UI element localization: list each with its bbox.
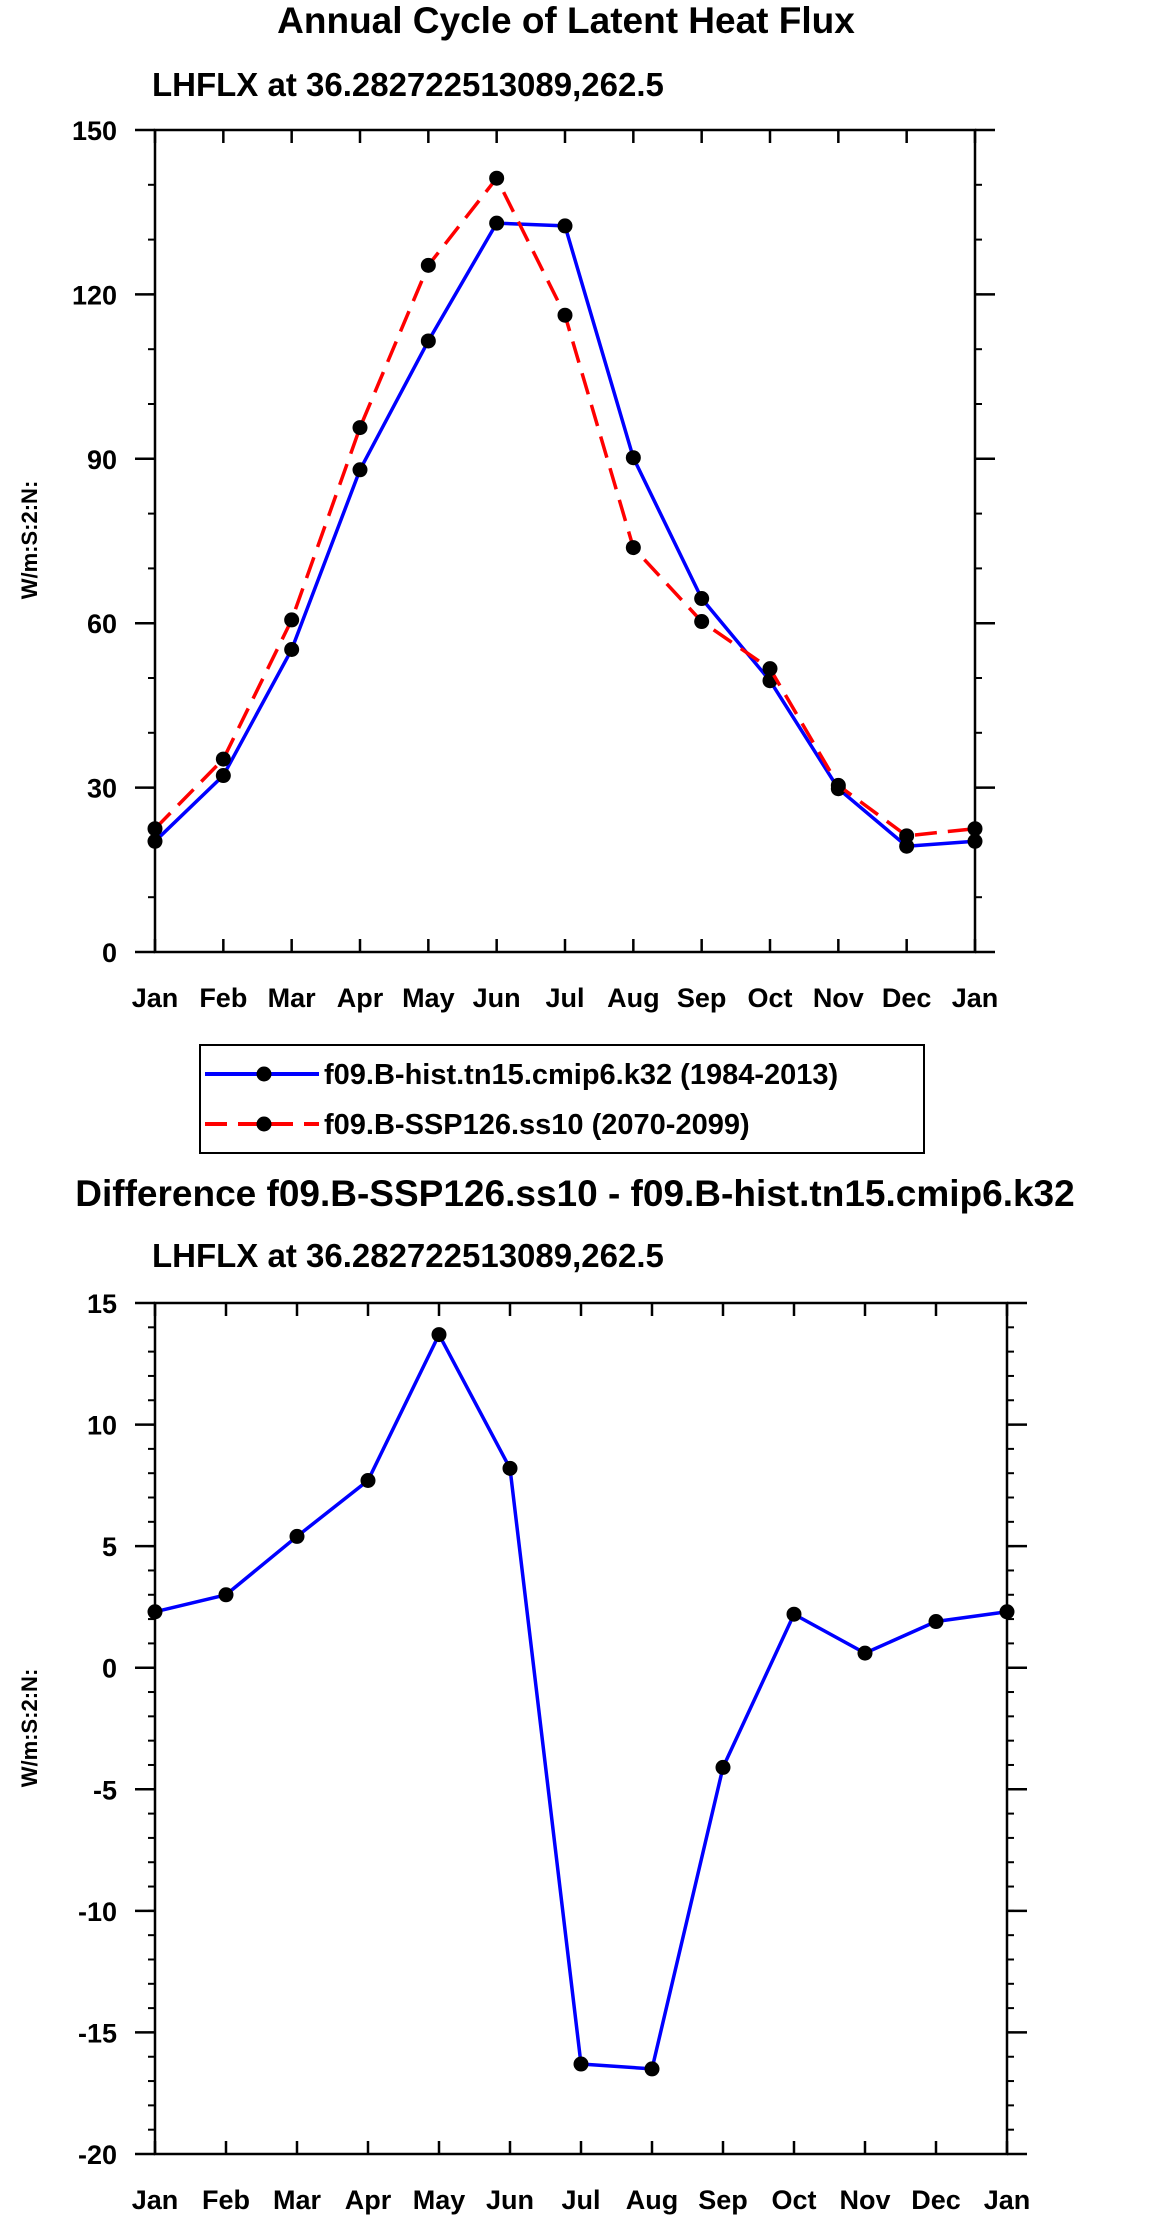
chart1-xtick-label: Feb: [199, 983, 247, 1013]
chart2-ytick-label: 10: [87, 1411, 117, 1441]
chart2-ytick-label: -15: [78, 2018, 117, 2048]
chart1-series-0-point: [967, 833, 983, 849]
chart1-series-0-point: [899, 838, 915, 854]
chart1-series-1-point: [147, 821, 163, 837]
chart1-xtick-label: Aug: [607, 983, 659, 1013]
chart2-xtick-label: Oct: [771, 2185, 816, 2215]
chart2-xtick-label: Jun: [486, 2185, 534, 2215]
chart1-ytick-label: 120: [72, 280, 117, 310]
legend-marker-hist: [256, 1066, 272, 1082]
chart2-series-0-point: [928, 1614, 944, 1630]
chart2-series-0-point: [644, 2061, 660, 2077]
chart2-series-0-point: [999, 1604, 1015, 1620]
chart2-xtick-label: Mar: [273, 2185, 322, 2215]
chart2-subtitle: LHFLX at 36.282722513089,262.5: [152, 1237, 664, 1274]
chart1-series-0-point: [420, 333, 436, 349]
chart1-series-line-1: [153, 176, 976, 838]
chart1-title: Annual Cycle of Latent Heat Flux: [277, 0, 855, 41]
chart1-series-1-point: [489, 170, 505, 186]
chart1-ylabel: W/m:S:2:N:: [17, 481, 42, 600]
chart2-series-0-point: [786, 1606, 802, 1622]
chart1-xtick-label: Oct: [747, 983, 792, 1013]
chart1-xtick-label: Jan: [952, 983, 999, 1013]
chart2-xtick-label: Sep: [698, 2185, 748, 2215]
chart2-ytick-label: 15: [87, 1289, 117, 1319]
chart2-ytick-label: -10: [78, 1897, 117, 1927]
chart2-series-0-point: [431, 1327, 447, 1343]
chart1-series-0-point: [284, 642, 300, 658]
chart1-series-0-point: [147, 833, 163, 849]
chart2-xtick-label: Jul: [561, 2185, 600, 2215]
chart1-series-1-point: [420, 257, 436, 273]
chart1-xtick-label: Nov: [813, 983, 864, 1013]
chart1-ytick-label: 150: [72, 116, 117, 146]
chart2-xtick-label: Feb: [202, 2185, 250, 2215]
chart1-ytick-label: 60: [87, 609, 117, 639]
chart1-ytick-label: 90: [87, 445, 117, 475]
chart2-ytick-label: 5: [102, 1532, 117, 1562]
chart1-series-0-point: [625, 450, 641, 466]
chart1-series-1-point: [557, 307, 573, 323]
chart2-series-line-0: [154, 1332, 1008, 2071]
chart1-xtick-label: Dec: [882, 983, 932, 1013]
chart2-series-0-point: [147, 1604, 163, 1620]
chart2-xtick-label: Jan: [984, 2185, 1031, 2215]
chart2-xtick-label: Nov: [839, 2185, 890, 2215]
chart1-xtick-label: May: [402, 983, 455, 1013]
chart2-series-0-point: [502, 1460, 518, 1476]
chart1-series-1-point: [284, 612, 300, 628]
chart2-ytick-label: -20: [78, 2140, 117, 2170]
chart1-series-0-point: [694, 591, 710, 607]
legend-label-ssp: f09.B-SSP126.ss10 (2070-2099): [324, 1109, 750, 1141]
chart1-series-1-point: [694, 614, 710, 630]
chart1-ytick-label: 30: [87, 774, 117, 804]
chart2-frame: [153, 1301, 1009, 2156]
chart2-xtick-label: Dec: [911, 2185, 961, 2215]
chart2-xtick-label: Apr: [345, 2185, 392, 2215]
chart1-frame: [153, 128, 977, 954]
chart1-ytick-label: 0: [102, 938, 117, 968]
chart1-legend: f09.B-hist.tn15.cmip6.k32 (1984-2013) f0…: [199, 1044, 925, 1154]
chart2-plot-area: Jan Feb Mar Apr May Jun Jul Aug Sep Oct Nov Dec Jan-…: [78, 1289, 1030, 2215]
chart1-xtick-label: Jan: [132, 983, 179, 1013]
chart1-subtitle: LHFLX at 36.282722513089,262.5: [152, 66, 664, 103]
chart2-series-0-point: [218, 1587, 234, 1603]
chart1-series-1-point: [352, 420, 368, 436]
chart1-series-0-point: [489, 215, 505, 231]
chart2-ylabel: W/m:S:2:N:: [17, 1669, 42, 1788]
chart1-xtick-label: Apr: [337, 983, 384, 1013]
chart2-series-0-point: [857, 1645, 873, 1661]
chart1-plot-area: Jan Feb Mar Apr May Jun Jul Aug Sep Oct Nov Dec Jan 0…: [72, 116, 998, 1013]
chart1-series-1-point: [967, 821, 983, 837]
chart1-xtick-label: Sep: [677, 983, 727, 1013]
chart2-ytick-label: -5: [93, 1775, 117, 1805]
chart2-series-0-point: [289, 1528, 305, 1544]
chart2-xtick-label: May: [413, 2185, 466, 2215]
chart1-xtick-label: Mar: [268, 983, 317, 1013]
chart2-ytick-label: 0: [102, 1654, 117, 1684]
chart1-xtick-label: Jul: [545, 983, 584, 1013]
chart1-xtick-label: Jun: [473, 983, 521, 1013]
chart2-title: Difference f09.B-SSP126.ss10 - f09.B-his…: [75, 1173, 1074, 1214]
chart2-series-0-point: [360, 1472, 376, 1488]
chart2-series-0-point: [573, 2056, 589, 2072]
chart1-series-1-point: [830, 777, 846, 793]
chart2-xtick-label: Jan: [132, 2185, 179, 2215]
chart1-series-1-point: [899, 828, 915, 844]
chart2-xtick-label: Aug: [626, 2185, 678, 2215]
legend-label-hist: f09.B-hist.tn15.cmip6.k32 (1984-2013): [324, 1059, 838, 1091]
chart1-series-1-point: [762, 661, 778, 677]
legend-box: [199, 1044, 925, 1154]
chart2-series-0-point: [715, 1759, 731, 1775]
chart1-series-1-point: [215, 751, 231, 767]
chart1-series-0-point: [215, 768, 231, 784]
chart1-series-0-point: [557, 218, 573, 234]
legend-marker-ssp: [256, 1116, 272, 1132]
chart1-series-1-point: [625, 540, 641, 556]
chart1-series-0-point: [352, 462, 368, 478]
